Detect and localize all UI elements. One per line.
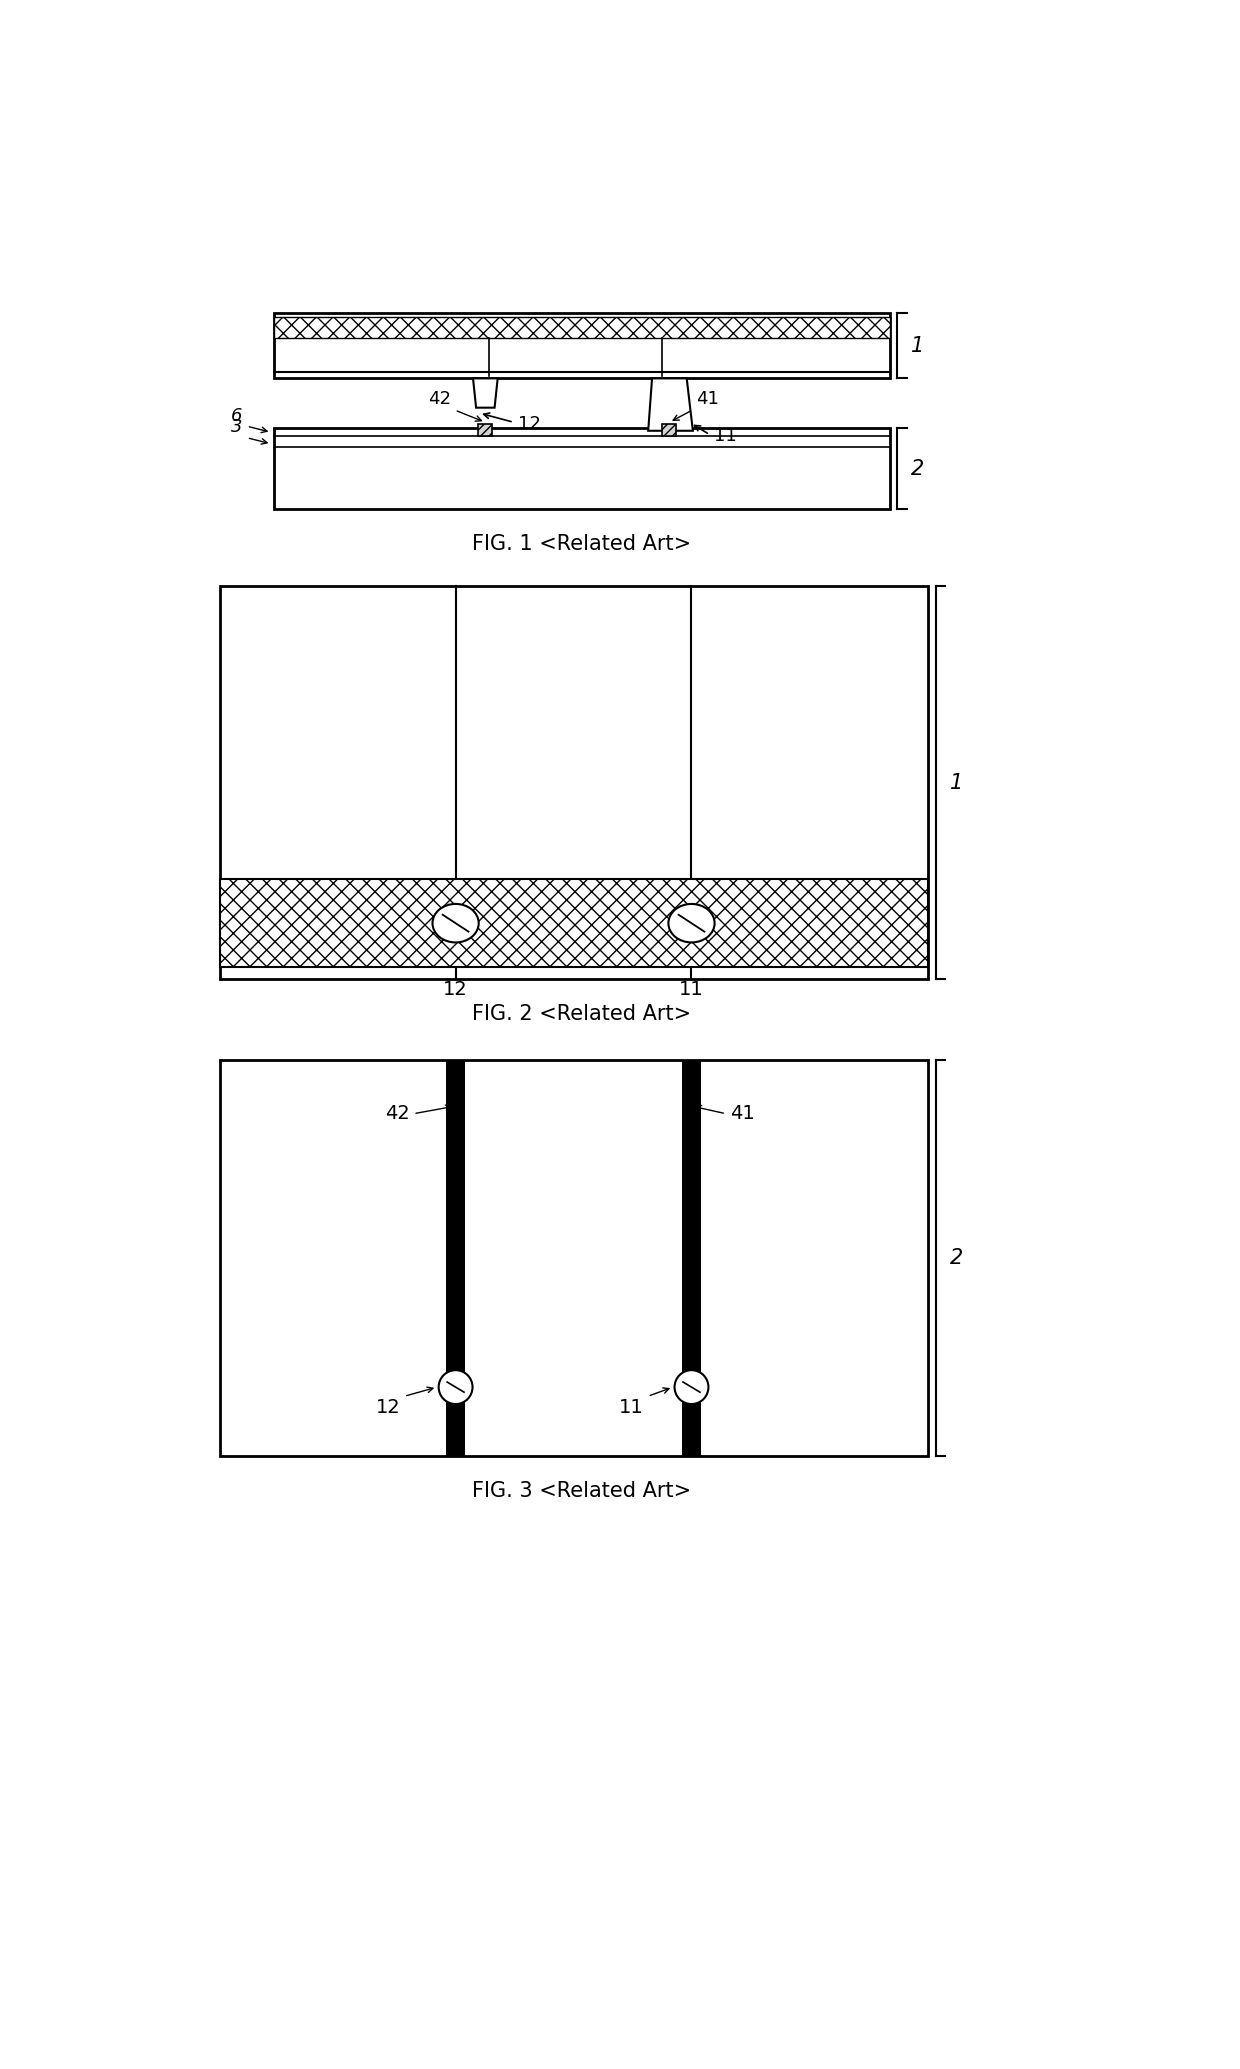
Text: FIG. 3 <Related Art>: FIG. 3 <Related Art> [472, 1481, 691, 1502]
Text: 11: 11 [680, 979, 704, 999]
Text: 1: 1 [950, 772, 963, 792]
Text: FIG. 2 <Related Art>: FIG. 2 <Related Art> [472, 1003, 691, 1024]
Text: 42: 42 [428, 391, 450, 408]
Bar [219, 586, 928, 979]
Text: 42: 42 [384, 1105, 409, 1123]
Circle shape [439, 1370, 472, 1405]
Text: 41: 41 [730, 1105, 755, 1123]
Bar [219, 1059, 928, 1457]
Circle shape [675, 1370, 708, 1405]
Bar [274, 312, 889, 379]
Bar [274, 428, 889, 509]
Text: 11: 11 [619, 1399, 644, 1417]
Bar [479, 424, 492, 437]
Bar [219, 879, 928, 968]
Ellipse shape [668, 904, 714, 943]
Bar [682, 1059, 701, 1457]
Text: 41: 41 [697, 391, 719, 408]
Text: 12: 12 [443, 979, 467, 999]
Text: 12: 12 [517, 416, 541, 432]
Bar [662, 424, 676, 437]
Text: FIG. 1 <Related Art>: FIG. 1 <Related Art> [472, 534, 691, 554]
Text: 12: 12 [376, 1399, 401, 1417]
Bar [274, 317, 889, 339]
Text: 2: 2 [911, 459, 924, 478]
Text: 2: 2 [950, 1248, 963, 1268]
Text: 11: 11 [714, 426, 737, 445]
Text: 1: 1 [911, 335, 924, 356]
Polygon shape [472, 379, 497, 408]
Text: 3: 3 [232, 418, 243, 437]
Text: 6: 6 [232, 408, 243, 424]
Bar [446, 1059, 465, 1457]
Polygon shape [649, 379, 693, 430]
Ellipse shape [433, 904, 479, 943]
